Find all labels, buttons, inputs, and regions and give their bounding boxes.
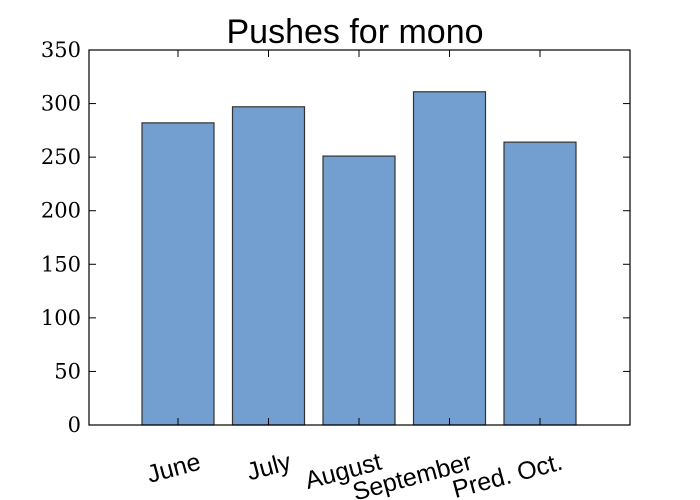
y-tick-label: 200 <box>41 199 81 223</box>
bar-june <box>141 122 215 426</box>
bar-september <box>412 91 487 426</box>
bar-august <box>322 155 396 426</box>
x-tick-label: July <box>244 448 295 487</box>
y-tick-label: 50 <box>54 359 81 383</box>
y-tick-label: 300 <box>41 92 81 116</box>
x-tick-label: June <box>144 448 204 489</box>
y-tick-label: 0 <box>68 413 81 437</box>
y-tick-label: 150 <box>41 252 81 276</box>
bars-group <box>141 91 577 426</box>
y-tick-labels: 0 50 100 150 200 250 300 350 <box>41 38 81 437</box>
plot-frame <box>88 49 631 426</box>
bar-july <box>231 106 306 426</box>
y-tick-label: 100 <box>41 306 81 330</box>
chart-title: Pushes for mono <box>226 13 483 51</box>
y-tick-label: 250 <box>41 145 81 169</box>
bar-pred-oct <box>503 141 577 426</box>
y-tick-label: 350 <box>41 38 81 62</box>
